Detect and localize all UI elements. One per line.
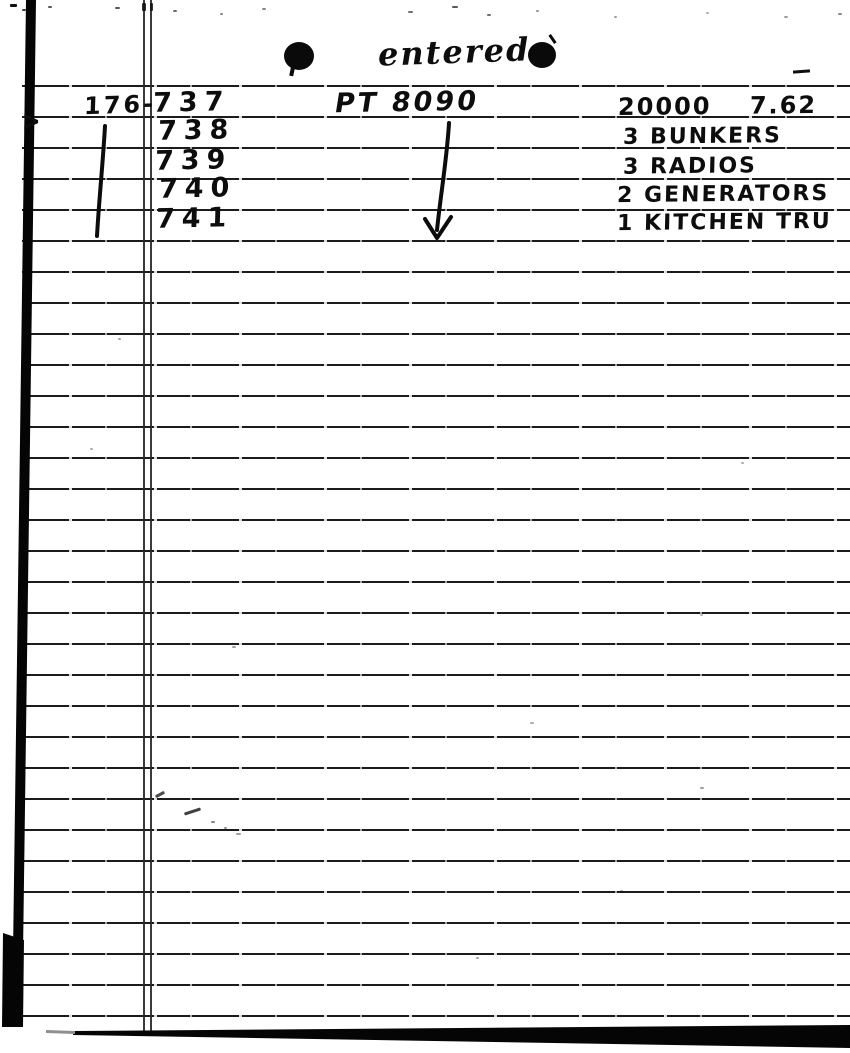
scan-speck: [48, 6, 52, 8]
scan-speck: [90, 448, 93, 450]
scan-speck: [700, 787, 704, 789]
item-number-739: 739: [154, 144, 233, 177]
scan-speck: [706, 12, 709, 14]
scan-speck: [620, 890, 623, 892]
ink-dot-left-tail: [289, 67, 295, 77]
scan-speck: [700, 614, 703, 616]
ink-dot-right-icon: [528, 42, 556, 68]
header-entered-label: entered: [377, 30, 531, 74]
scan-speck: [536, 10, 539, 12]
type-ref-pt8090: PT 8090: [332, 85, 482, 120]
description-row-741: 1 KITCHEN TRU: [616, 208, 832, 237]
scan-speck: [741, 462, 744, 464]
item-number-738: 738: [157, 114, 236, 147]
scan-edge-bottom-lead: [46, 1030, 75, 1034]
scan-speck: [115, 7, 120, 9]
scan-speck: [452, 6, 458, 8]
scan-speck: [838, 13, 842, 15]
scan-speck: [220, 13, 223, 15]
item-number-737: 737: [152, 86, 231, 119]
ink-dot-left-icon: [284, 42, 314, 70]
scan-speck: [530, 722, 534, 724]
scan-speck: [173, 10, 177, 12]
scan-speck: [142, 3, 146, 11]
scan-edge-bottom-wedge: [73, 1025, 850, 1048]
scan-speck: [22, 9, 26, 11]
series-prefix-label: 176-: [83, 89, 157, 121]
scan-speck: [784, 16, 788, 18]
description-row-737: 20000 7.62: [617, 90, 818, 122]
corner-dash-mark: [792, 69, 811, 74]
scan-speck: [211, 821, 215, 823]
margin-double-line: [143, 0, 152, 1032]
scan-speck: [118, 338, 121, 340]
description-row-739: 3 RADIOS: [622, 153, 758, 180]
margin-chevron-mark: >: [22, 107, 41, 138]
scan-speck: [487, 14, 491, 16]
ink-dot-right-tail: [548, 34, 557, 44]
scan-edge-left-foot: [2, 933, 24, 1027]
item-number-741: 741: [155, 202, 234, 235]
description-row-740: 2 GENERATORS: [616, 180, 830, 209]
scan-speck: [224, 827, 227, 829]
scan-speck: [476, 957, 479, 959]
scan-speck: [236, 833, 241, 835]
scan-speck: [408, 11, 413, 13]
item-number-740: 740: [158, 172, 237, 205]
scan-speck: [10, 4, 17, 7]
scan-speck: [614, 16, 617, 18]
description-row-738: 3 BUNKERS: [622, 123, 783, 150]
scan-speck: [262, 8, 266, 10]
ruled-lines: [22, 85, 850, 1017]
scan-speck: [232, 646, 236, 648]
scan-speck: [150, 3, 153, 11]
